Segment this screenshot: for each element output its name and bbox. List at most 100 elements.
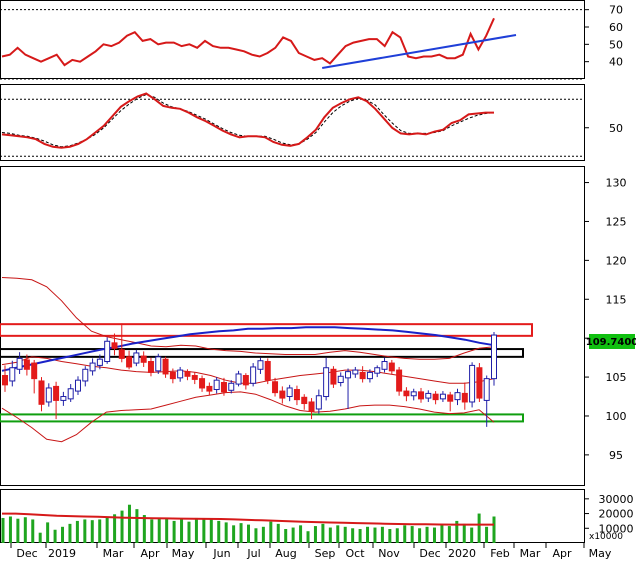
volume-bar xyxy=(313,526,317,543)
candle-body xyxy=(31,362,38,380)
volume-bar xyxy=(462,523,466,543)
x-tick-label: Apr xyxy=(140,547,160,560)
x-tick-label: Mar xyxy=(520,547,541,560)
rsi-trendline xyxy=(322,34,517,69)
volume-bar xyxy=(202,519,206,543)
last-price-label: 109.7400 xyxy=(586,337,636,348)
candle-body xyxy=(111,342,118,349)
candle-body xyxy=(126,356,133,368)
price-tick-label: 105 xyxy=(606,371,627,384)
candle-body xyxy=(250,366,257,384)
rsi-tick-label: 60 xyxy=(609,21,623,34)
candle-body xyxy=(177,369,184,379)
bollinger-upper-line xyxy=(1,277,495,360)
volume-bar xyxy=(343,526,347,543)
candle-body xyxy=(147,361,154,373)
volume-bar xyxy=(157,517,161,543)
rsi-panel xyxy=(0,9,584,80)
x-tick-label: Dec xyxy=(16,547,37,560)
x-tick-label: Aug xyxy=(275,547,296,560)
volume-bar xyxy=(105,517,109,543)
price-tick-label: 120 xyxy=(606,254,627,267)
bollinger-lower-line xyxy=(1,391,495,443)
candle-body xyxy=(345,371,352,379)
candle-body xyxy=(104,340,111,363)
volume-bar xyxy=(261,526,265,543)
volume-bar xyxy=(418,528,422,543)
candle-body xyxy=(323,367,330,398)
candle-body xyxy=(279,390,286,399)
x-tick-label: May xyxy=(172,547,195,560)
volume-bar xyxy=(299,525,303,543)
volume-bar xyxy=(239,523,243,543)
candle-body xyxy=(264,361,271,381)
stochastic-panel xyxy=(0,92,584,157)
volume-bar xyxy=(172,520,176,543)
volume-bar xyxy=(373,527,377,543)
volume-bar xyxy=(217,520,221,543)
volume-bar xyxy=(328,527,332,543)
candle-body xyxy=(374,367,381,374)
x-tick-label: Nov xyxy=(378,547,400,560)
volume-bar xyxy=(150,519,154,543)
volume-bar xyxy=(46,522,50,543)
volume-bar xyxy=(224,522,228,543)
x-tick-label: Jun xyxy=(212,547,230,560)
candle-body xyxy=(96,358,103,366)
candle-body xyxy=(89,362,96,372)
volume-bar xyxy=(194,517,198,543)
panel-frames xyxy=(0,0,585,543)
candle-body xyxy=(60,396,67,401)
x-axis: Dec 2019 Mar Apr May Jun Jul Aug Sep Oct Nov Dec 202… xyxy=(10,543,612,560)
candle-body xyxy=(454,392,461,401)
volume-bar xyxy=(83,519,87,543)
volume-bar xyxy=(165,518,169,543)
volume-bar xyxy=(127,504,131,543)
candle-body xyxy=(330,368,337,385)
price-tick-label: 125 xyxy=(606,215,627,228)
candle-body xyxy=(16,357,23,370)
rsi-tick-label: 70 xyxy=(609,4,623,17)
price-tick-label: 95 xyxy=(609,449,623,462)
candle-body xyxy=(315,395,322,410)
candle-body xyxy=(403,390,410,397)
volume-bar xyxy=(351,528,355,543)
candle-body xyxy=(352,369,359,375)
volume-bar xyxy=(432,527,436,543)
moving-average-line xyxy=(1,326,495,372)
volume-bar xyxy=(276,523,280,543)
last-price-tag-box xyxy=(589,334,635,349)
candle-body xyxy=(206,385,213,392)
candle-body xyxy=(74,379,81,392)
candle-body xyxy=(381,361,388,370)
candle-body xyxy=(199,378,206,389)
volume-bar xyxy=(135,509,139,543)
x-tick-label: Apr xyxy=(552,547,572,560)
candle-body xyxy=(242,375,249,386)
volume-bar xyxy=(321,523,325,543)
volume-bar xyxy=(247,524,250,543)
x-tick-label: Sep xyxy=(315,547,336,560)
x-tick-label: Feb xyxy=(490,547,509,560)
price-zone-box xyxy=(0,323,533,337)
volume-bar xyxy=(380,526,384,543)
x-tick-label: Mar xyxy=(103,547,124,560)
volume-bar xyxy=(284,529,288,543)
volume-bar xyxy=(98,519,102,543)
volume-bar xyxy=(291,527,295,543)
candle-body xyxy=(23,359,30,370)
candle-body xyxy=(184,371,191,377)
price-tick-label: 100 xyxy=(606,410,627,423)
candle-body xyxy=(118,349,125,359)
candle-body xyxy=(191,375,198,380)
volume-bar xyxy=(1,517,5,543)
candle-body xyxy=(133,352,140,364)
candle-body xyxy=(396,369,403,392)
candle-body xyxy=(272,381,279,394)
x-tick-label: May xyxy=(589,547,612,560)
candle-body xyxy=(418,391,425,400)
volume-bar xyxy=(120,510,124,543)
volume-bar xyxy=(75,520,79,543)
candle-body xyxy=(447,394,454,402)
